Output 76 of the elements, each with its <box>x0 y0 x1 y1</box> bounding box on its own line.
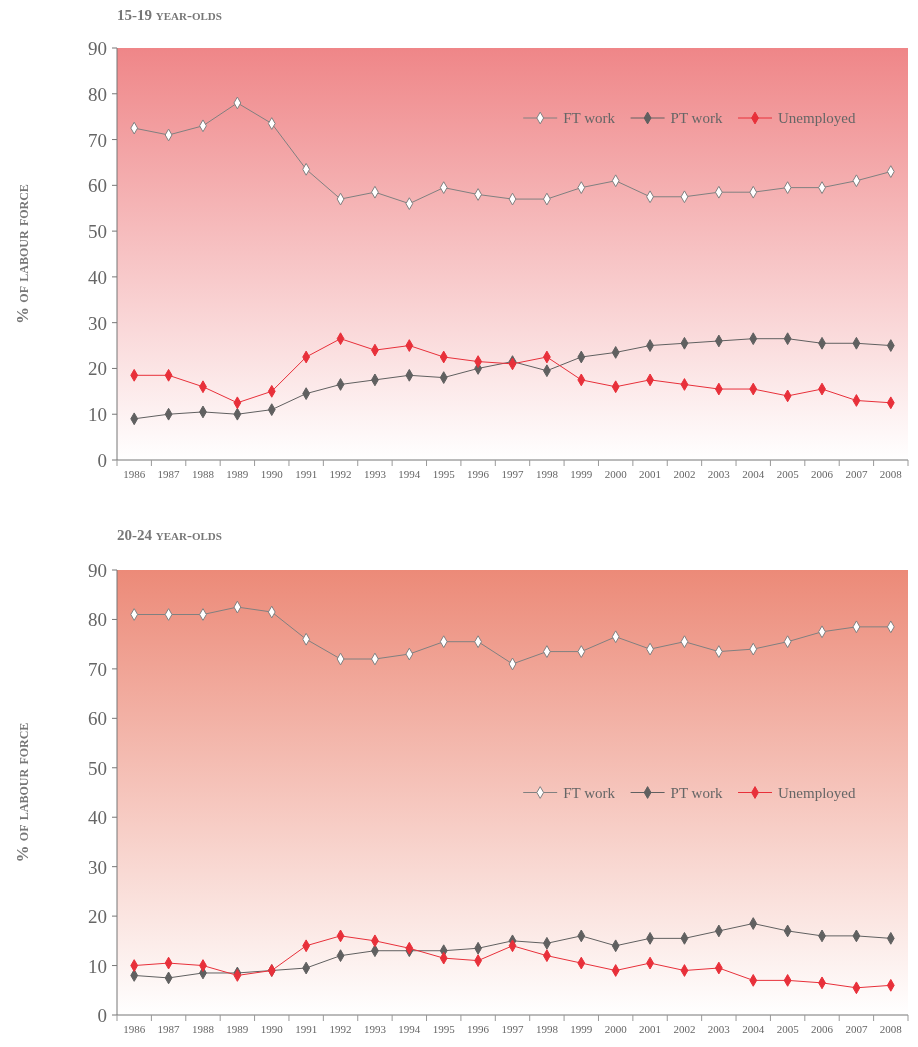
x-tick-label: 1992 <box>329 468 352 480</box>
legend-label: PT work <box>670 784 723 801</box>
y-tick-label: 20 <box>88 906 107 928</box>
x-tick-label: 1993 <box>363 468 387 480</box>
chart-title: 20-24 year-olds <box>117 527 222 543</box>
x-tick-label: 2006 <box>811 468 834 480</box>
legend-label: FT work <box>563 784 616 801</box>
x-tick-label: 1989 <box>226 468 249 480</box>
x-tick-label: 1999 <box>570 1023 593 1035</box>
x-tick-label: 2008 <box>879 1023 903 1035</box>
y-tick-label: 80 <box>88 609 107 631</box>
x-tick-label: 2007 <box>845 468 868 480</box>
y-tick-label: 60 <box>88 175 107 197</box>
x-tick-label: 1993 <box>363 1023 387 1035</box>
x-tick-label: 1990 <box>260 1023 284 1035</box>
x-tick-label: 2001 <box>639 1023 662 1035</box>
x-tick-label: 1991 <box>295 1023 318 1035</box>
x-tick-label: 1989 <box>226 1023 249 1035</box>
y-tick-label: 10 <box>88 404 107 426</box>
y-tick-label: 70 <box>88 658 107 680</box>
x-tick-label: 1996 <box>467 1023 490 1035</box>
x-tick-label: 1995 <box>432 468 456 480</box>
x-tick-label: 2002 <box>673 1023 696 1035</box>
y-axis-title: % of labour force <box>13 722 32 863</box>
y-tick-label: 70 <box>88 129 107 151</box>
x-tick-label: 1998 <box>535 468 559 480</box>
legend-label: Unemployed <box>778 784 856 801</box>
x-tick-label: 2005 <box>776 1023 800 1035</box>
x-tick-label: 2004 <box>742 468 765 480</box>
x-tick-label: 2007 <box>845 1023 868 1035</box>
x-tick-label: 2004 <box>742 1023 765 1035</box>
x-tick-label: 1988 <box>191 468 215 480</box>
legend-label: FT work <box>563 110 616 126</box>
y-tick-label: 30 <box>88 856 107 878</box>
y-tick-label: 50 <box>88 221 107 243</box>
y-tick-label: 0 <box>97 450 107 471</box>
y-tick-label: 40 <box>88 807 107 829</box>
x-tick-label: 1988 <box>191 1023 215 1035</box>
chart-title: 15-19 year-olds <box>117 7 222 23</box>
legend-label: PT work <box>670 110 723 126</box>
x-tick-label: 2005 <box>776 468 800 480</box>
x-tick-label: 1994 <box>398 1023 421 1035</box>
y-tick-label: 90 <box>88 560 107 581</box>
x-tick-label: 2000 <box>604 468 628 480</box>
y-tick-label: 10 <box>88 955 107 977</box>
x-tick-label: 1986 <box>123 1023 146 1035</box>
x-tick-label: 1997 <box>501 1023 524 1035</box>
x-tick-label: 1994 <box>398 468 421 480</box>
x-tick-label: 1991 <box>295 468 318 480</box>
x-tick-label: 1999 <box>570 468 593 480</box>
legend-label: Unemployed <box>778 110 856 126</box>
y-axis-title: % of labour force <box>13 184 32 324</box>
x-tick-label: 2003 <box>707 1023 731 1035</box>
x-tick-label: 2000 <box>604 1023 628 1035</box>
x-tick-label: 2002 <box>673 468 696 480</box>
x-tick-label: 2008 <box>879 468 903 480</box>
x-tick-label: 2006 <box>811 1023 834 1035</box>
y-tick-label: 90 <box>88 38 107 59</box>
y-tick-label: 60 <box>88 708 107 730</box>
x-tick-label: 1998 <box>535 1023 559 1035</box>
x-tick-label: 2003 <box>707 468 731 480</box>
y-tick-label: 0 <box>97 1005 107 1026</box>
y-tick-label: 20 <box>88 358 107 380</box>
x-tick-label: 1986 <box>123 468 146 480</box>
y-tick-label: 80 <box>88 83 107 105</box>
x-tick-label: 1987 <box>157 468 181 480</box>
x-tick-label: 2001 <box>639 468 662 480</box>
x-tick-label: 1987 <box>157 1023 181 1035</box>
x-tick-label: 1995 <box>432 1023 456 1035</box>
y-tick-label: 30 <box>88 312 107 334</box>
x-tick-label: 1996 <box>467 468 490 480</box>
x-tick-label: 1992 <box>329 1023 352 1035</box>
x-tick-label: 1990 <box>260 468 284 480</box>
y-tick-label: 40 <box>88 266 107 288</box>
x-tick-label: 1997 <box>501 468 524 480</box>
y-tick-label: 50 <box>88 757 107 779</box>
